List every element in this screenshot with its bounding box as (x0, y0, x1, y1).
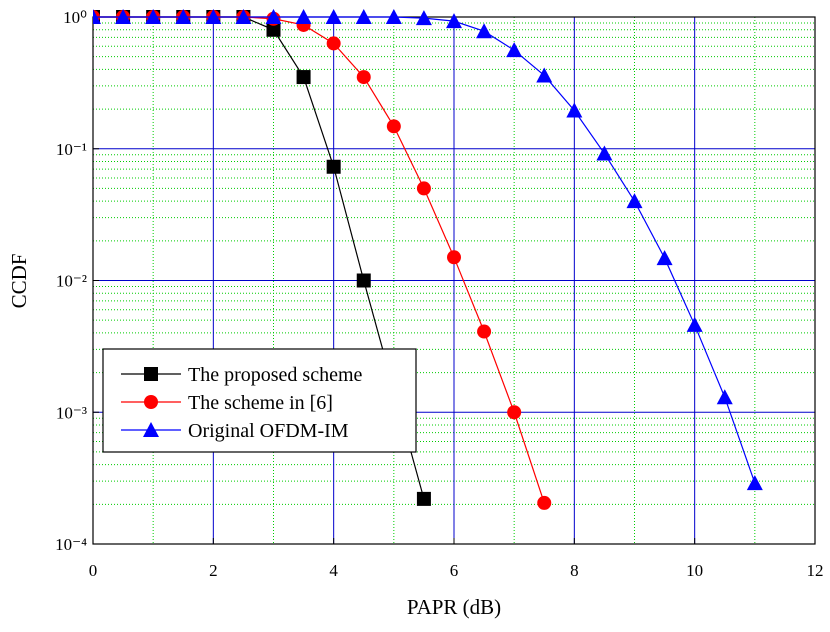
marker (507, 405, 522, 420)
marker (746, 475, 763, 491)
marker (235, 9, 252, 24)
marker (536, 67, 553, 83)
marker (416, 181, 431, 196)
marker (446, 13, 462, 29)
marker (476, 23, 493, 39)
marker (416, 491, 431, 506)
marker (175, 9, 192, 24)
legend-label: The scheme in [6] (188, 392, 333, 414)
marker (447, 250, 461, 265)
marker (356, 273, 371, 288)
marker (356, 70, 371, 85)
legend-label: Original OFDM-IM (188, 420, 349, 442)
marker (716, 389, 733, 405)
marker (143, 422, 159, 437)
marker (144, 395, 158, 409)
x-tick-label: 6 (450, 561, 459, 580)
x-tick-label: 2 (209, 561, 218, 580)
y-tick-label: 10⁻¹ (56, 140, 87, 159)
y-tick-label: 10⁰ (63, 8, 87, 27)
y-tick-label: 10⁻² (56, 272, 87, 291)
x-tick-label: 12 (807, 561, 824, 580)
marker (266, 22, 281, 37)
marker (145, 9, 162, 24)
marker (477, 324, 492, 339)
marker (686, 316, 703, 332)
marker (656, 250, 673, 266)
marker (386, 119, 401, 134)
marker (596, 145, 613, 161)
marker (325, 9, 342, 24)
marker (326, 159, 341, 174)
x-tick-label: 0 (89, 561, 98, 580)
legend-label: The proposed scheme (188, 364, 363, 386)
x-tick-label: 10 (686, 561, 703, 580)
legend: The proposed scheme The scheme in [6] Orig… (102, 348, 417, 453)
marker (93, 9, 101, 24)
marker (205, 9, 222, 24)
series (93, 9, 763, 491)
x-tick-label: 4 (329, 561, 338, 580)
y-tick-label: 10⁻³ (56, 403, 87, 422)
marker (326, 36, 341, 51)
marker (537, 495, 552, 510)
marker (144, 367, 158, 381)
marker (355, 9, 372, 24)
marker (415, 10, 432, 26)
marker (295, 9, 312, 24)
marker (296, 70, 311, 85)
marker (115, 9, 132, 24)
marker (566, 102, 583, 118)
marker (385, 9, 402, 24)
x-axis-label: PAPR (dB) (407, 595, 501, 619)
y-tick-label: 10⁻⁴ (55, 535, 87, 554)
marker (626, 193, 643, 209)
marker (265, 9, 282, 24)
x-tick-label: 8 (570, 561, 579, 580)
y-axis-label: CCDF (7, 254, 31, 309)
marker (506, 42, 523, 58)
